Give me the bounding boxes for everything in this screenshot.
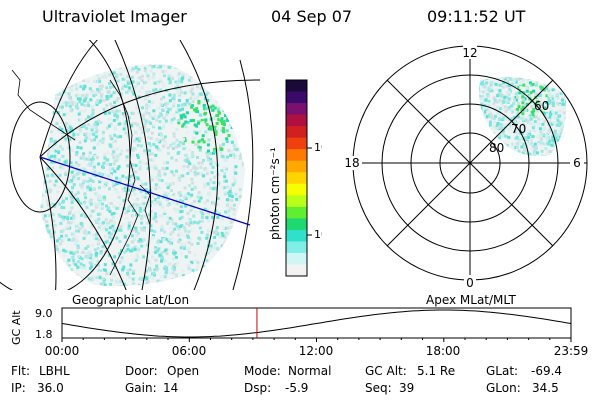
time-tick-0600: 06:00 xyxy=(172,344,207,358)
glon-value: 34.5 xyxy=(532,381,559,395)
color-bar-tick-100: 100 xyxy=(314,141,322,154)
mlat-label-70: 70 xyxy=(511,122,526,136)
altitude-curve xyxy=(61,309,572,338)
gain-value: 14 xyxy=(163,381,179,395)
filter-label: Flt: xyxy=(11,364,30,378)
glon-label: GLon: xyxy=(486,381,521,395)
polar-mlat-mlt-plot: 12 18 6 0 60 70 80 xyxy=(342,45,588,290)
gc-alt-value: 5.1 Re xyxy=(417,364,456,378)
geographic-caption: Geographic Lat/Lon xyxy=(72,293,190,307)
time-tick-2359: 23:59 xyxy=(554,344,589,358)
altitude-axis-label: GC Alt xyxy=(10,310,23,345)
geographic-image-panel xyxy=(0,40,260,290)
door-label: Door: xyxy=(125,364,158,378)
satellite-track xyxy=(39,156,251,226)
instrument-title: Ultraviolet Imager xyxy=(42,7,187,26)
filter-value: LBHL xyxy=(39,364,70,378)
time-tick-1800: 18:00 xyxy=(426,344,461,358)
dsp-label: Dsp: xyxy=(244,381,272,395)
seq-value: 39 xyxy=(399,381,415,395)
altitude-timeline-plot: GC Alt 9.0 1.8 00:00 06:00 12:00 18:00 2… xyxy=(10,307,589,358)
altitude-tick-min: 1.8 xyxy=(35,328,53,341)
mlat-label-60: 60 xyxy=(534,99,549,113)
mlt-label-6: 6 xyxy=(573,156,581,170)
mlat-label-80: 80 xyxy=(489,141,504,155)
mlt-label-0: 0 xyxy=(466,276,474,290)
time-tick-0000: 00:00 xyxy=(45,344,80,358)
color-bar-tick-10: 10 xyxy=(314,228,322,241)
mlt-label-12: 12 xyxy=(462,46,477,60)
time-label: 09:11:52 UT xyxy=(427,7,526,26)
door-value: Open xyxy=(167,364,200,378)
date-label: 04 Sep 07 xyxy=(271,7,353,26)
time-tick-1200: 12:00 xyxy=(299,344,334,358)
polar-grid xyxy=(352,45,588,281)
dsp-value: -5.9 xyxy=(285,381,309,395)
altitude-tick-max: 9.0 xyxy=(35,307,53,320)
gc-alt-label: GC Alt: xyxy=(365,364,407,378)
mlt-label-18: 18 xyxy=(344,156,359,170)
glat-value: -69.4 xyxy=(531,364,563,378)
mode-label: Mode: xyxy=(244,364,281,378)
color-bar-gradient xyxy=(286,80,307,277)
glat-label: GLat: xyxy=(486,364,519,378)
mode-value: Normal xyxy=(288,364,332,378)
color-bar-label: photon cm⁻²s⁻¹ xyxy=(268,147,282,240)
color-bar: 100 10 photon cm⁻²s⁻¹ xyxy=(268,79,322,277)
seq-label: Seq: xyxy=(365,381,392,395)
apex-caption: Apex MLat/MLT xyxy=(426,293,516,307)
ip-value: 36.0 xyxy=(37,381,64,395)
coastline xyxy=(11,69,151,276)
gain-label: Gain: xyxy=(125,381,157,395)
ip-label: IP: xyxy=(11,381,26,395)
